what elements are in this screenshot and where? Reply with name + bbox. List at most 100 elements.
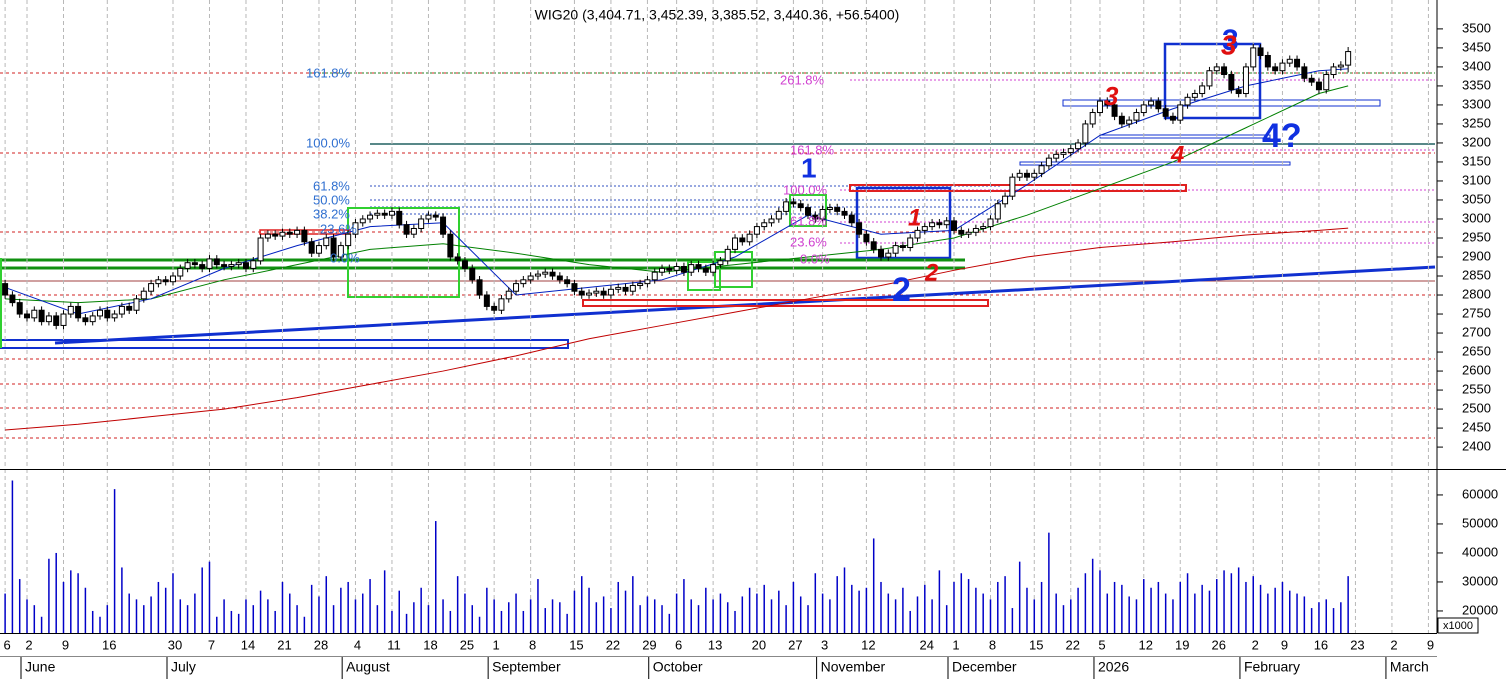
candle-body [184,262,191,269]
candle-body [513,283,520,292]
y-tick-label: 2750 [1462,305,1491,320]
candle-body [710,264,717,273]
candle-body [1162,108,1169,117]
candle-body [1264,55,1271,68]
candle-body [1089,112,1096,125]
y-tick-label: 3400 [1462,58,1491,73]
candle-body [1279,62,1286,72]
annotation: 161.8% [306,65,351,80]
x-tick-label: 16 [1314,637,1328,652]
y-tick-label: 3450 [1462,39,1491,54]
x-tick-label: 3 [821,637,828,652]
y-tick-label: 2400 [1462,439,1491,454]
annotation: 161.8% [790,142,835,157]
candle-body [1345,51,1352,66]
candle-body [1315,81,1322,91]
x-tick-label: 30 [168,637,182,652]
candle-body [534,273,541,277]
candle-body [16,302,23,315]
x-tick-label: 26 [1212,637,1226,652]
candle-body [1082,123,1089,144]
candle-body [520,279,527,285]
candle-body [659,267,666,273]
candle-body [228,264,235,268]
candle-body [1199,85,1206,95]
candle-body [53,315,60,326]
candle-body [746,233,753,243]
candle-body [527,275,534,281]
candle-body [1148,100,1155,106]
candle-body [1009,176,1016,197]
candle-body [330,237,337,258]
candle-body [461,260,468,269]
candle-body [629,285,636,292]
candle-body [600,290,607,296]
candle-body [221,264,228,268]
annotation: 3 [1222,24,1239,57]
annotation: 100.0% [783,182,828,197]
month-label: September [492,659,561,675]
candle-body [775,210,782,220]
candle-body [637,283,644,287]
candle-body [564,279,571,285]
candle-body [235,262,242,266]
candle-body [1286,58,1293,64]
y-tick-label: 3200 [1462,134,1491,149]
candle-body [60,313,67,326]
annotation: 1 [908,204,921,231]
candle-body [418,218,425,229]
candle-body [1023,172,1030,178]
candle-body [1045,157,1052,167]
candle-body [797,203,804,209]
candle-body [1301,66,1308,79]
grid [4,0,1429,633]
candle-body [250,260,257,269]
candle-body [126,305,133,311]
moving-average [5,227,1349,431]
candle-body [213,258,220,266]
annotation: 1 [801,152,817,183]
x-tick-label: 4 [354,637,361,652]
candle-body [965,231,972,235]
x-tick-label: 7 [208,637,215,652]
x-tick-label: 27 [788,637,802,652]
candle-body [950,220,957,231]
candle-body [907,237,914,248]
chart-title: WIG20 (3,404.71, 3,452.39, 3,385.52, 3,4… [535,7,900,23]
candle-body [447,233,454,258]
box [1099,134,1271,139]
x-tick-label: 9 [1427,637,1434,652]
annotation: 23.6% [320,221,357,236]
plot [2,44,1352,633]
candle-body [1294,58,1301,68]
volume-unit: x1000 [1443,620,1473,632]
candle-body [242,262,249,269]
candle-body [622,286,629,292]
unit-box [1437,617,1479,634]
annotation: 0.0% [330,250,360,265]
month-label: March [1390,659,1429,675]
candle-body [1337,64,1344,68]
x-tick-label: 24 [920,637,934,652]
candle-body [593,290,600,294]
candle-body [425,214,432,220]
month-label: February [1244,659,1300,675]
x-tick-label: 8 [529,637,536,652]
candle-body [191,262,198,266]
candle-body [1250,47,1257,68]
x-tick-label: 15 [569,637,583,652]
candle-body [972,227,979,233]
y-tick-label: 3000 [1462,210,1491,225]
candle-body [1075,142,1082,150]
x-tick-label: 6 [675,637,682,652]
candle-body [958,229,965,235]
x-tick-label: 16 [102,637,116,652]
candle-body [1206,70,1213,87]
candle-body [732,237,739,250]
candle-body [914,229,921,239]
candle-body [943,220,950,226]
candle-body [1060,151,1067,155]
candle-body [680,266,687,273]
y-tick-label: 40000 [1462,544,1498,559]
x-tick-label: 21 [277,637,291,652]
